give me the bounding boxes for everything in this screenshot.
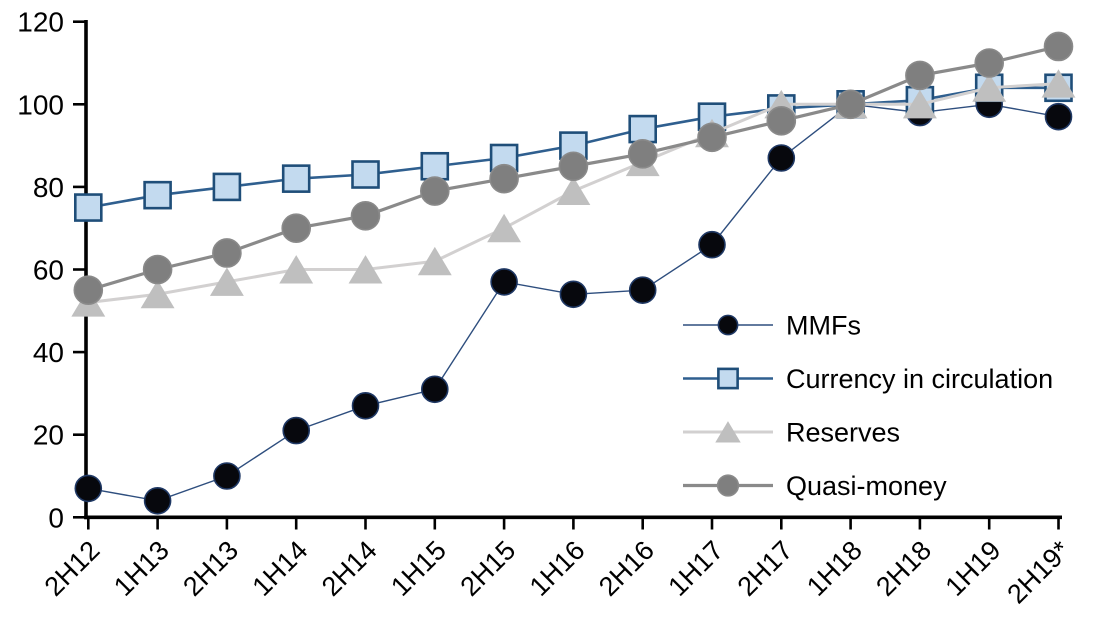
marker-quasi-money: [974, 48, 1005, 78]
marker-currency-in-circulation: [143, 180, 172, 210]
x-axis-tick-label: 1H14: [247, 535, 314, 602]
marker-quasi-money: [905, 60, 935, 91]
y-axis-tick-label: 40: [33, 337, 64, 368]
marker-mmfs: [351, 391, 380, 420]
legend-marker-currency-in-circulation: [717, 367, 739, 390]
marker-mmfs: [559, 280, 588, 309]
x-axis-tick-label: 2H19*: [1001, 535, 1076, 610]
marker-mmfs: [74, 474, 103, 503]
marker-quasi-money: [697, 122, 727, 153]
marker-mmfs: [628, 276, 657, 304]
marker-reserves: [140, 279, 175, 309]
marker-quasi-money: [212, 238, 242, 268]
x-axis-tick-label: 2H17: [732, 535, 799, 602]
marker-mmfs: [1044, 102, 1073, 131]
marker-quasi-money: [281, 213, 312, 243]
legend-marker-mmfs: [717, 314, 739, 336]
marker-quasi-money: [835, 89, 866, 120]
marker-quasi-money: [1043, 31, 1074, 62]
marker-mmfs: [143, 486, 172, 515]
marker-currency-in-circulation: [281, 164, 311, 193]
marker-currency-in-circulation: [628, 114, 658, 144]
x-axis-tick-label: 2H15: [454, 535, 521, 602]
legend: MMFs Currency in circulation Reserves Quasi…: [683, 311, 1053, 501]
marker-quasi-money: [489, 163, 519, 194]
marker-reserves: [556, 176, 591, 206]
x-axis-tick-label: 1H18: [801, 535, 868, 602]
x-axis-tick-label: 1H13: [108, 535, 175, 602]
marker-mmfs: [213, 462, 241, 490]
y-axis: 0 20 40 60 80 100 120: [17, 7, 88, 533]
marker-mmfs: [698, 230, 726, 259]
legend-label-quasi-money: Quasi-money: [786, 471, 947, 501]
x-axis-tick-label: 1H16: [524, 535, 591, 602]
legend-label-mmfs: MMFs: [786, 311, 861, 341]
series-quasi-money: [73, 31, 1074, 305]
marker-reserves: [902, 89, 937, 119]
y-axis-tick-label: 60: [33, 255, 64, 286]
y-axis-tick-label: 20: [33, 420, 64, 451]
y-axis-tick-label: 0: [48, 502, 64, 533]
marker-mmfs: [420, 375, 449, 404]
legend-label-currency-in-circulation: Currency in circulation: [786, 364, 1053, 394]
marker-reserves: [348, 255, 383, 284]
legend-item-reserves: Reserves: [683, 418, 900, 448]
marker-mmfs: [490, 268, 518, 296]
x-axis-tick-label: 1H17: [662, 535, 729, 602]
marker-quasi-money: [627, 139, 658, 169]
y-axis-tick-label: 80: [33, 172, 64, 203]
marker-quasi-money: [73, 275, 104, 305]
marker-quasi-money: [558, 151, 589, 182]
marker-quasi-money: [142, 254, 173, 285]
marker-reserves: [972, 73, 1007, 102]
marker-currency-in-circulation: [212, 172, 242, 202]
legend-item-currency-in-circulation: Currency in circulation: [683, 364, 1053, 394]
marker-mmfs: [282, 416, 311, 445]
x-axis-tick-label: 1H15: [385, 535, 452, 602]
marker-reserves: [487, 213, 522, 243]
x-axis-tick-label: 2H14: [316, 535, 383, 602]
marker-reserves: [417, 246, 452, 276]
legend-item-quasi-money: Quasi-money: [683, 471, 947, 501]
x-axis-tick-label: 2H16: [593, 535, 660, 602]
legend-marker-reserves: [715, 421, 741, 443]
x-axis-tick-label: 2H18: [870, 535, 937, 602]
y-axis-tick-label: 100: [17, 89, 64, 120]
marker-mmfs: [767, 144, 796, 172]
x-axis-tick-label: 1H19: [940, 535, 1007, 602]
x-axis-tick-label: 2H12: [39, 535, 106, 602]
marker-reserves: [279, 255, 314, 284]
marker-currency-in-circulation: [74, 193, 103, 222]
y-axis-tick-label: 120: [17, 7, 64, 38]
marker-reserves: [1041, 69, 1076, 98]
marker-quasi-money: [766, 106, 797, 136]
marker-quasi-money: [350, 201, 381, 231]
x-axis-tick-label: 2H13: [177, 535, 244, 602]
marker-reserves: [209, 267, 244, 296]
legend-item-mmfs: MMFs: [683, 311, 861, 341]
x-axis: 2H12 1H13 2H13 1H14 2H14 1H15 2H15 1H16 2H16 1H17…: [39, 515, 1076, 610]
legend-label-reserves: Reserves: [786, 418, 900, 448]
marker-currency-in-circulation: [420, 151, 450, 181]
marker-quasi-money: [419, 176, 450, 206]
series-mmfs: [74, 90, 1073, 515]
marker-currency-in-circulation: [351, 160, 380, 189]
legend-marker-quasi-money: [716, 474, 740, 497]
